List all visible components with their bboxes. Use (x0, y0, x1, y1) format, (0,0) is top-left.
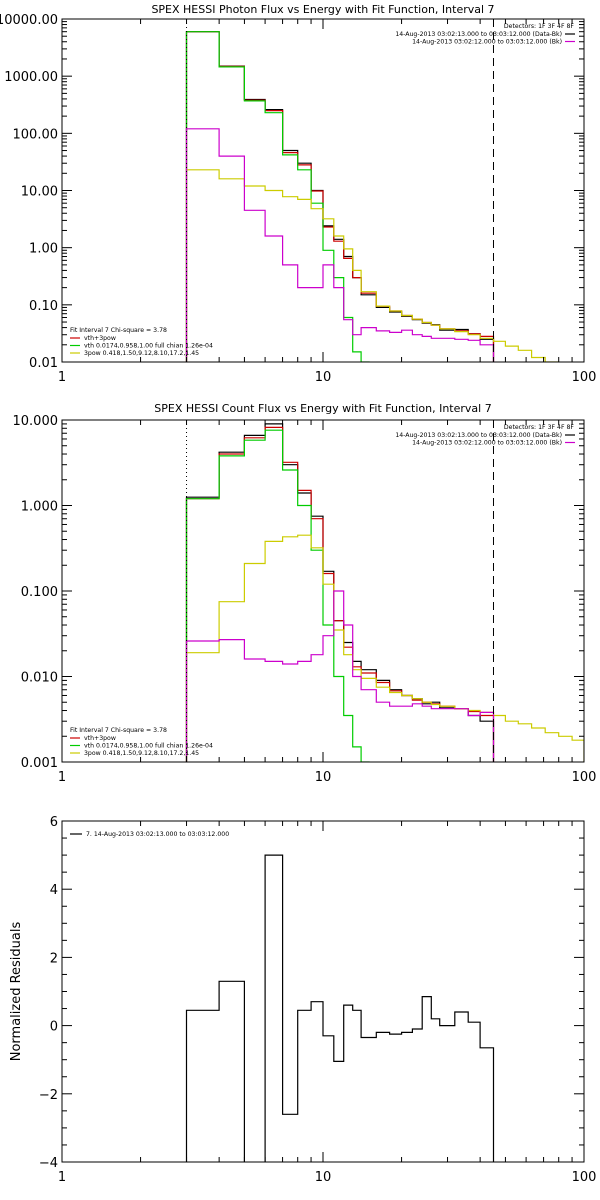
series-line-5 (185, 128, 495, 362)
legend-entry-label: 7. 14-Aug-2013 03:02:13.000 to 03:03:12.… (86, 831, 229, 838)
detectors-label: Detectors: 1F 3F 4F 8F (504, 23, 575, 30)
series-line-1 (185, 854, 495, 1162)
y-tick-label: 6 (50, 815, 58, 830)
x-tick-label: 10 (315, 770, 332, 785)
series-line-3 (185, 31, 370, 362)
y-tick-label: 10000.00 (0, 13, 58, 28)
y-axis-label: Normalized Residuals (9, 922, 24, 1062)
series-line-2 (185, 426, 495, 762)
x-tick-label: 100 (572, 770, 597, 785)
y-tick-label: 2 (50, 951, 58, 966)
y-tick-label: 1.00 (29, 242, 58, 257)
y-tick-label: 1000.00 (4, 70, 58, 85)
chart-title: SPEX HESSI Photon Flux vs Energy with Fi… (151, 3, 494, 16)
y-tick-label: 10.00 (21, 185, 58, 200)
legend-entry-label: 3pow 0.418,1.50,9.12,8.10,17.2,1.45 (84, 750, 199, 757)
chart-panel-2: SPEX HESSI Count Flux vs Energy with Fit… (13, 402, 597, 785)
y-tick-label: 0.100 (21, 585, 58, 600)
legend-entry-label: 3pow 0.418,1.50,9.12,8.10,17.2,1.45 (84, 350, 199, 357)
y-tick-label: 0.010 (21, 671, 58, 686)
x-tick-label: 10 (315, 1170, 332, 1185)
detectors-label: Detectors: 1F 3F 4F 8F (504, 424, 575, 431)
y-tick-label: 100.00 (13, 127, 59, 142)
legend-entry-label: 14-Aug-2013 03:02:12.000 to 03:03:12.000… (412, 39, 562, 46)
series-line-5 (185, 590, 495, 762)
chart-panel-3: Normalized Residuals 1 10 100 −4 −2 0 2 4 6 7. 14-… (9, 815, 596, 1185)
y-tick-label: −4 (39, 1156, 58, 1171)
series-group (185, 854, 495, 1162)
legend-entry-label: 14-Aug-2013 03:02:13.000 to 03:03:12.000… (395, 31, 562, 38)
y-tick-label: 0.10 (29, 299, 58, 314)
x-tick-label: 1 (58, 770, 66, 785)
fit-interval-label: Fit Interval 7 Chi-square = 3.78 (70, 727, 167, 734)
chart-panel-1: SPEX HESSI Photon Flux vs Energy with Fi… (0, 3, 596, 385)
y-tick-label: 0 (50, 1020, 58, 1035)
series-group (185, 31, 560, 362)
series-line-4 (185, 169, 560, 362)
y-tick-label: 1.000 (21, 500, 58, 515)
series-line-1 (185, 423, 495, 762)
legend-entry-label: vth 0.0174,0.958,1.00 full chian 1.26e-0… (84, 343, 213, 350)
y-tick-label: 4 (50, 883, 58, 898)
legend-entry-label: 14-Aug-2013 03:02:13.000 to 03:03:12.000… (395, 432, 562, 439)
x-tick-label: 1 (58, 1170, 66, 1185)
x-tick-label: 1 (58, 370, 66, 385)
series-line-2 (185, 31, 495, 362)
fit-interval-label: Fit Interval 7 Chi-square = 3.78 (70, 327, 167, 334)
series-line-4 (185, 534, 584, 762)
y-tick-label: 0.001 (21, 756, 58, 771)
x-tick-label: 10 (315, 370, 332, 385)
legend-entry-label: vth+3pow (84, 735, 116, 742)
series-line-3 (185, 429, 370, 762)
legend-entry-label: vth+3pow (84, 335, 116, 342)
series-group (185, 423, 584, 762)
series-line-1 (185, 31, 495, 362)
y-tick-label: 0.01 (29, 356, 58, 371)
legend-entry-label: vth 0.0174,0.958,1.00 full chian 1.26e-0… (84, 743, 213, 750)
x-tick-label: 100 (572, 1170, 597, 1185)
plot-frame (61, 820, 585, 1163)
legend-entry-label: 14-Aug-2013 03:02:12.000 to 03:03:12.000… (412, 440, 562, 447)
y-tick-label: 10.000 (13, 414, 59, 429)
x-tick-label: 100 (572, 370, 597, 385)
chart-title: SPEX HESSI Count Flux vs Energy with Fit… (154, 402, 491, 415)
y-tick-label: −2 (39, 1088, 58, 1103)
